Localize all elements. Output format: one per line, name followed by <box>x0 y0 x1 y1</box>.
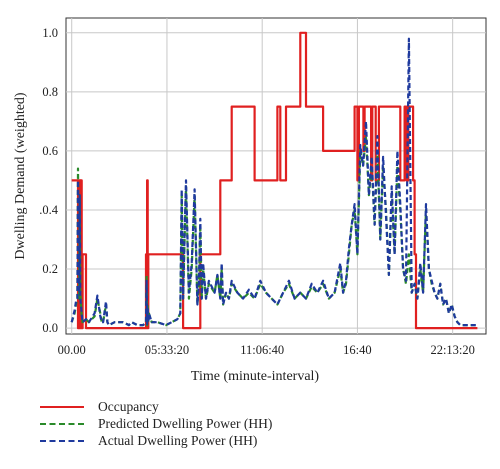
y-tick-label: .0.4 <box>39 203 59 217</box>
legend-swatch-predicted <box>40 422 84 425</box>
x-axis-label: Time (minute-interval) <box>191 369 320 384</box>
legend-item-actual: Actual Dwelling Power (HH) <box>40 432 272 449</box>
legend: Occupancy Predicted Dwelling Power (HH) … <box>40 398 272 449</box>
series-line-actual <box>70 37 478 327</box>
y-tick-label: 1.0 <box>42 26 58 40</box>
legend-item-occupancy: Occupancy <box>40 398 272 415</box>
x-tick-label: 22:13:20 <box>430 343 474 357</box>
y-axis-label: Dwelling Demand (weighted) <box>13 92 28 260</box>
legend-label: Occupancy <box>98 398 159 414</box>
legend-item-predicted: Predicted Dwelling Power (HH) <box>40 415 272 432</box>
tick-labels: 0.0 0.2 .0.4 0.6 0.8 1.0 00.00 05:33:20 11:06:40… <box>39 26 475 357</box>
legend-label: Actual Dwelling Power (HH) <box>98 432 258 448</box>
legend-swatch-actual <box>40 439 84 442</box>
legend-label: Predicted Dwelling Power (HH) <box>98 415 273 431</box>
series-group <box>70 31 478 330</box>
y-tick-label: 0.8 <box>42 85 58 99</box>
x-tick-label: 00.00 <box>58 343 86 357</box>
x-tick-label: 16:40 <box>343 343 371 357</box>
x-tick-label: 11:06:40 <box>240 343 284 357</box>
y-tick-label: 0.2 <box>42 262 58 276</box>
chart: 0.0 0.2 .0.4 0.6 0.8 1.0 00.00 05:33:20 11:06:40… <box>13 17 487 384</box>
x-tick-label: 05:33:20 <box>145 343 189 357</box>
y-tick-label: 0.0 <box>42 321 58 335</box>
legend-swatch-occupancy <box>40 405 84 408</box>
y-tick-label: 0.6 <box>42 144 58 158</box>
